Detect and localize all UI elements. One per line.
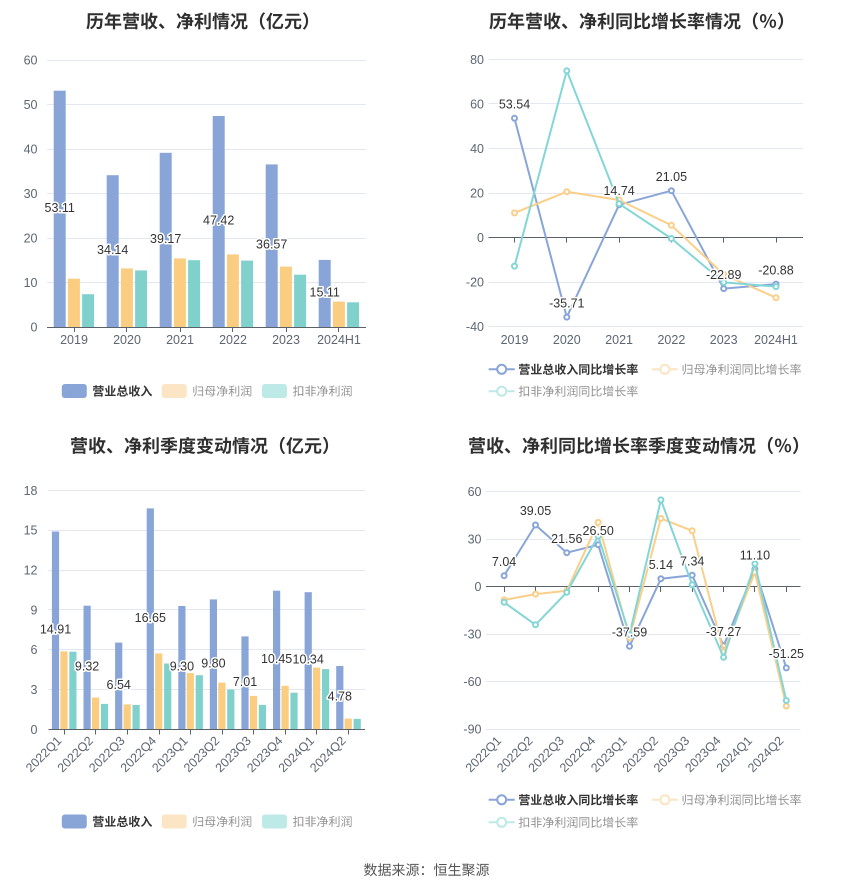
svg-text:-51.25: -51.25 — [769, 647, 804, 661]
svg-text:12: 12 — [24, 564, 38, 578]
svg-text:-37.59: -37.59 — [612, 626, 647, 640]
svg-text:2020: 2020 — [113, 333, 141, 347]
svg-text:16.65: 16.65 — [135, 611, 166, 625]
svg-text:39.05: 39.05 — [520, 504, 551, 518]
svg-text:39.17: 39.17 — [150, 232, 181, 246]
svg-text:20: 20 — [24, 232, 38, 246]
svg-text:40: 40 — [470, 142, 484, 156]
svg-text:2024H1: 2024H1 — [317, 333, 361, 347]
svg-text:10: 10 — [24, 276, 38, 290]
svg-text:9.80: 9.80 — [201, 656, 225, 670]
svg-text:2019: 2019 — [501, 333, 529, 347]
svg-text:53.11: 53.11 — [45, 201, 75, 215]
svg-text:4.78: 4.78 — [328, 690, 352, 704]
svg-text:2020: 2020 — [553, 333, 581, 347]
svg-text:-37.27: -37.27 — [706, 625, 741, 639]
svg-text:10.45: 10.45 — [261, 652, 292, 666]
svg-text:0: 0 — [31, 723, 38, 737]
svg-text:30: 30 — [24, 187, 38, 201]
svg-text:34.14: 34.14 — [97, 243, 128, 257]
svg-text:36.57: 36.57 — [256, 238, 287, 252]
svg-text:47.42: 47.42 — [203, 214, 234, 228]
svg-text:6: 6 — [31, 643, 38, 657]
svg-text:2022: 2022 — [657, 333, 685, 347]
svg-text:5.14: 5.14 — [649, 558, 673, 572]
svg-text:-20: -20 — [466, 276, 484, 290]
svg-text:14.91: 14.91 — [40, 622, 71, 636]
svg-text:50: 50 — [24, 98, 38, 112]
svg-text:-22.89: -22.89 — [706, 268, 741, 282]
svg-text:10.34: 10.34 — [293, 653, 324, 667]
svg-text:2019: 2019 — [60, 333, 88, 347]
svg-text:60: 60 — [470, 97, 484, 111]
svg-text:2022: 2022 — [219, 333, 247, 347]
svg-text:-20.88: -20.88 — [758, 263, 793, 277]
svg-text:9.32: 9.32 — [75, 660, 99, 674]
svg-text:53.54: 53.54 — [499, 98, 530, 112]
svg-text:-30: -30 — [463, 628, 481, 642]
svg-text:60: 60 — [468, 485, 482, 499]
svg-text:60: 60 — [24, 53, 38, 67]
svg-text:9: 9 — [31, 603, 38, 617]
svg-text:15: 15 — [24, 524, 38, 538]
svg-text:2024H1: 2024H1 — [754, 333, 798, 347]
svg-text:7.34: 7.34 — [680, 554, 704, 568]
svg-text:18: 18 — [24, 484, 38, 498]
svg-text:20: 20 — [470, 187, 484, 201]
svg-text:7.04: 7.04 — [492, 555, 516, 569]
svg-text:80: 80 — [470, 53, 484, 67]
svg-text:30: 30 — [468, 533, 482, 547]
svg-text:0: 0 — [31, 321, 38, 335]
svg-text:2021: 2021 — [166, 333, 194, 347]
svg-text:0: 0 — [477, 231, 484, 245]
svg-text:7.01: 7.01 — [233, 675, 257, 689]
svg-text:26.50: 26.50 — [583, 524, 614, 538]
svg-text:40: 40 — [24, 143, 38, 157]
svg-text:14.74: 14.74 — [603, 184, 634, 198]
svg-text:0: 0 — [475, 580, 482, 594]
svg-text:-90: -90 — [463, 723, 481, 737]
svg-text:-35.71: -35.71 — [549, 296, 584, 310]
svg-text:6.54: 6.54 — [107, 678, 131, 692]
svg-text:11.10: 11.10 — [740, 548, 770, 562]
svg-text:9.30: 9.30 — [170, 660, 194, 674]
svg-text:2023: 2023 — [272, 333, 300, 347]
svg-text:21.56: 21.56 — [551, 532, 582, 546]
svg-text:-40: -40 — [466, 320, 484, 334]
svg-text:2023: 2023 — [710, 333, 738, 347]
svg-text:2021: 2021 — [605, 333, 633, 347]
svg-text:-60: -60 — [463, 675, 481, 689]
svg-text:21.05: 21.05 — [656, 170, 687, 184]
svg-text:15.11: 15.11 — [310, 286, 340, 300]
svg-text:3: 3 — [31, 683, 38, 697]
